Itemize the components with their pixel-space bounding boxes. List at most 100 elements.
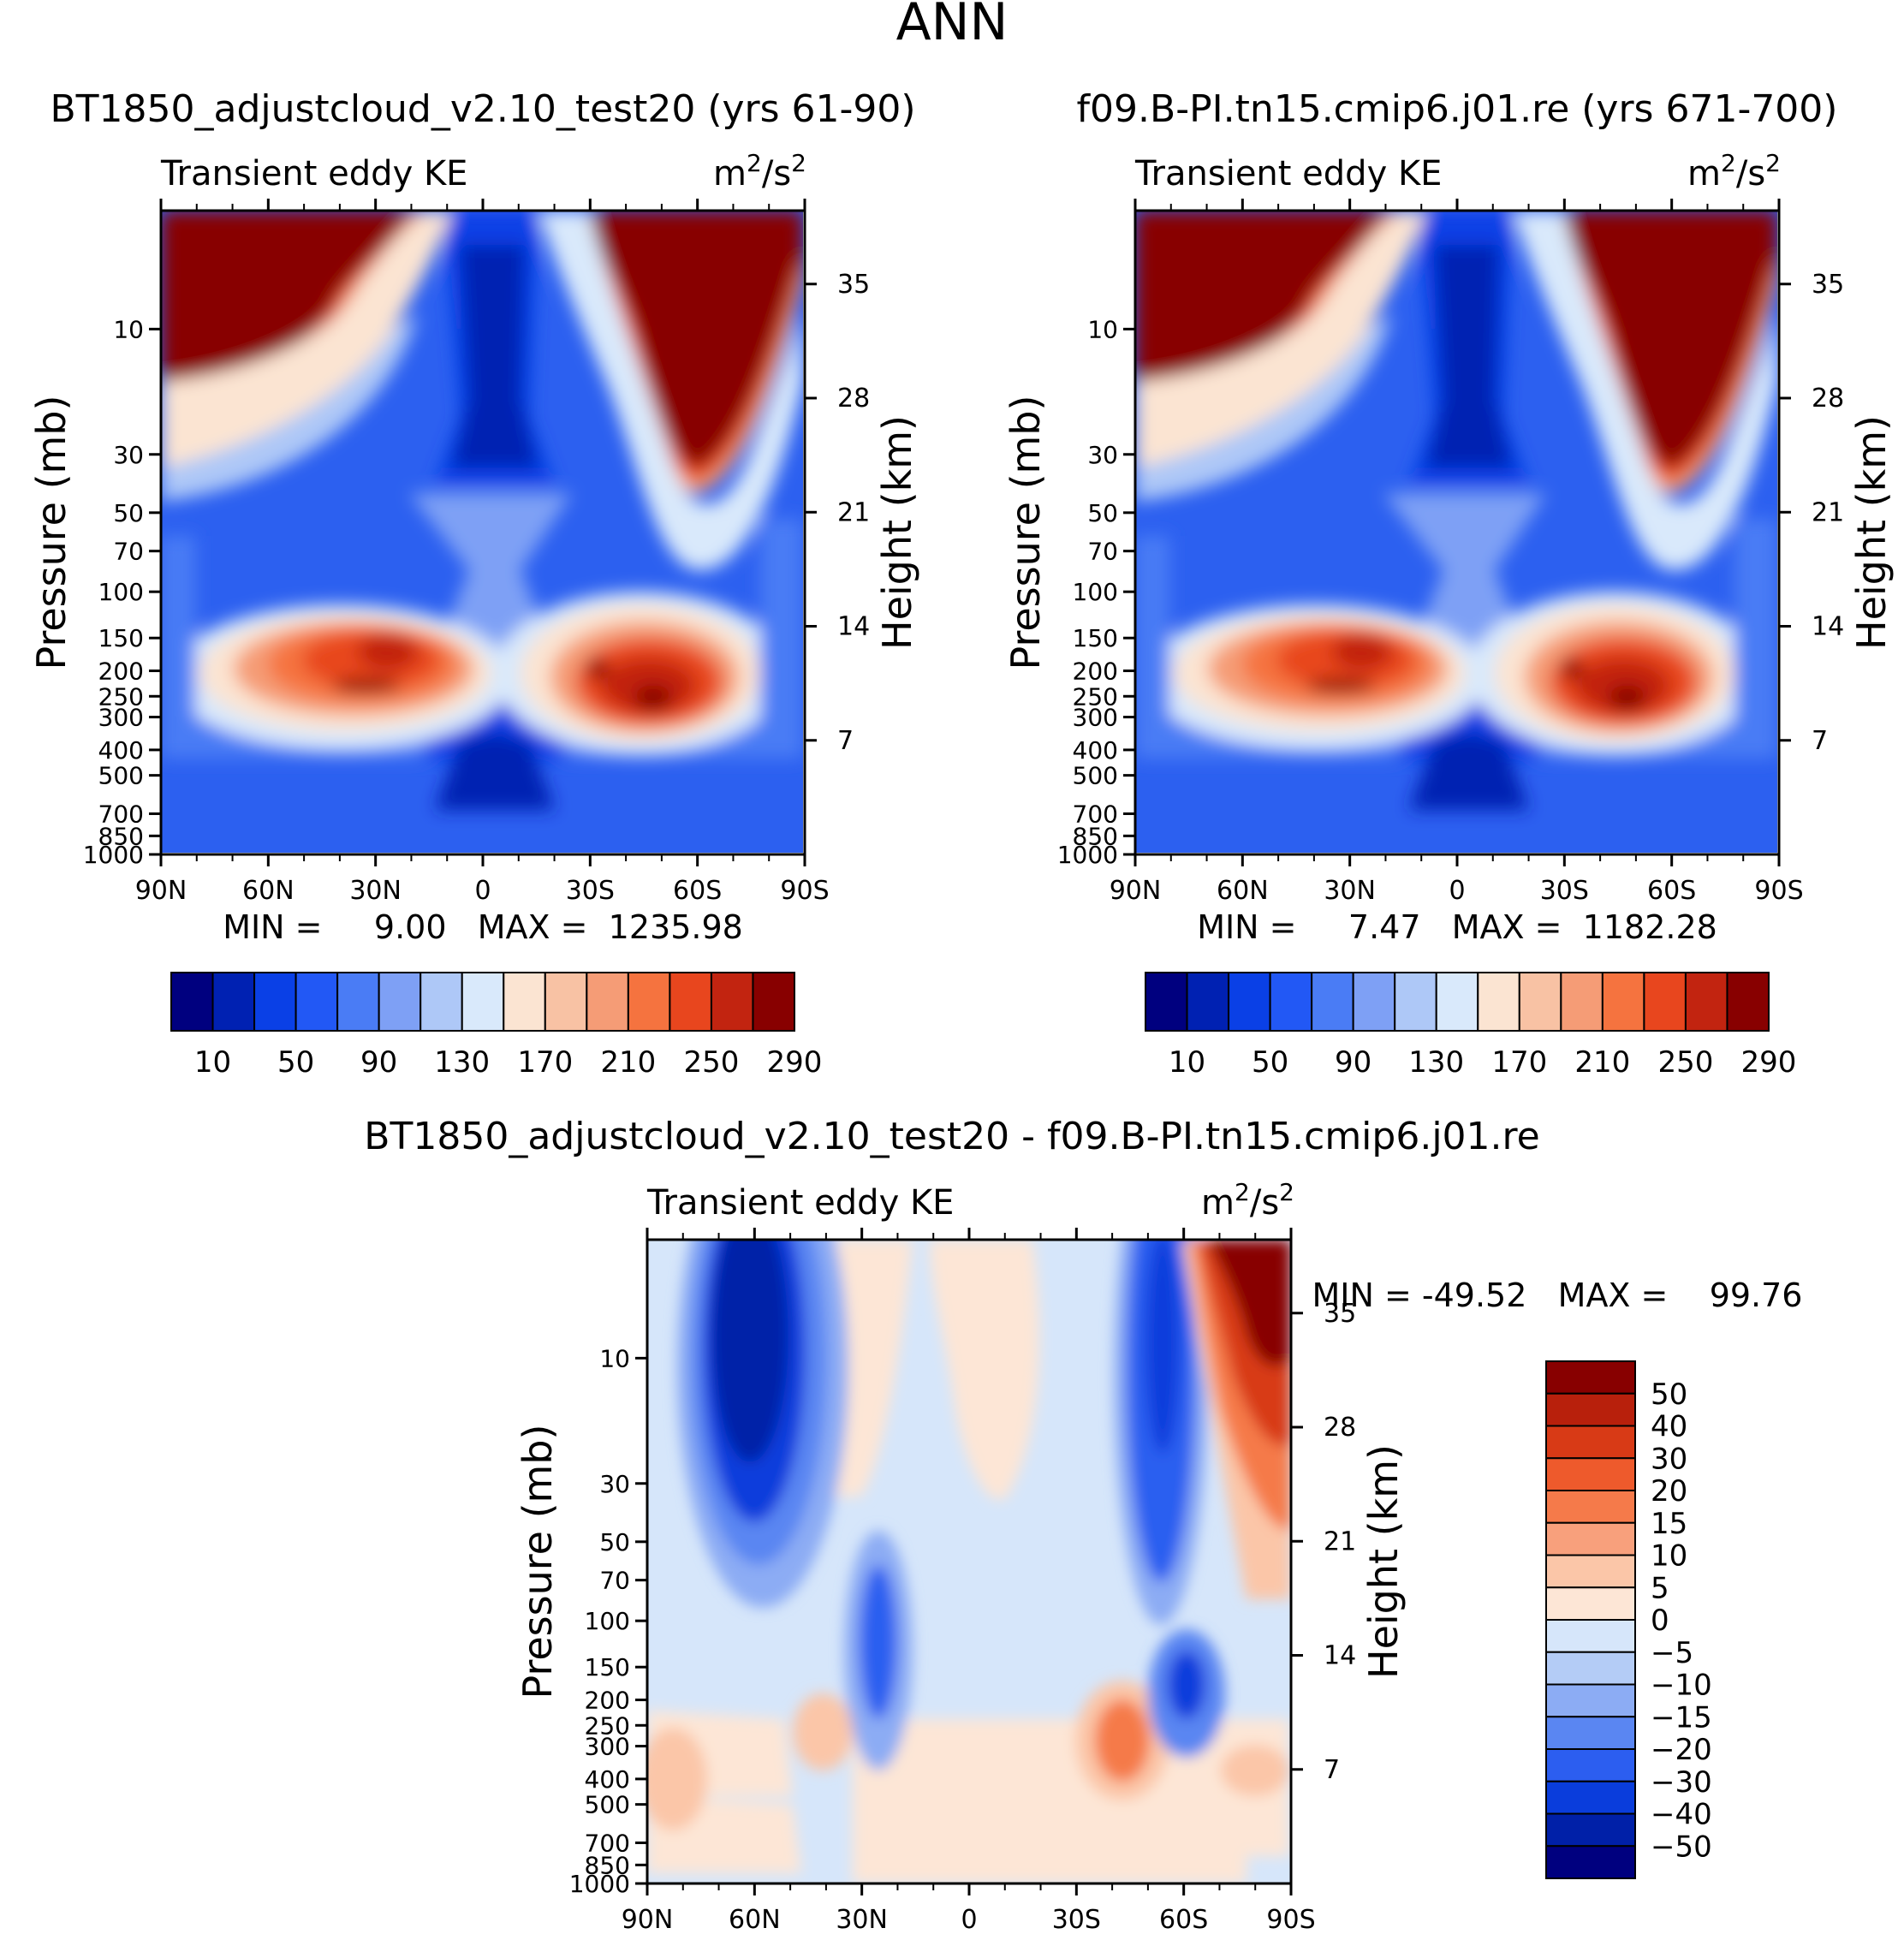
x-tick-label: 60S — [1159, 1905, 1208, 1935]
colorbar-swatch — [1394, 972, 1437, 1032]
x-tick-label: 30S — [1540, 876, 1589, 906]
x-tick-label: 90N — [135, 876, 187, 906]
colorbar-swatch — [1545, 1812, 1636, 1848]
y2-tick-label: 7 — [1324, 1755, 1340, 1785]
colorbar-swatch — [544, 972, 588, 1032]
y-tick-label: 250 — [585, 1711, 630, 1740]
colorbar-label: 10 — [1169, 1045, 1205, 1080]
colorbar-swatch — [1228, 972, 1271, 1032]
colorbar-swatch — [253, 972, 297, 1032]
colorbar-swatch — [1545, 1490, 1636, 1524]
colorbar-swatch — [1545, 1586, 1636, 1621]
colorbar-swatch — [211, 972, 256, 1032]
colorbar-label: −20 — [1651, 1733, 1712, 1767]
y-tick-label: 150 — [1073, 624, 1118, 652]
panel-right-model: f09.B-PI.tn15.cmip6.j01.re (yrs 671-700)… — [1003, 87, 1895, 1080]
panel-title: BT1850_adjustcloud_v2.10_test20 (yrs 61-… — [50, 87, 915, 131]
colorbar-label: 15 — [1651, 1507, 1687, 1541]
colorbar-label: −30 — [1651, 1765, 1712, 1800]
colorbar-label: 210 — [1574, 1045, 1630, 1080]
colorbar-swatch — [1311, 972, 1354, 1032]
y-tick-label: 200 — [585, 1687, 630, 1715]
figure-title: ANN — [896, 0, 1009, 52]
x-tick-label: 30N — [1324, 876, 1376, 906]
y-tick-label: 700 — [98, 800, 144, 828]
x-tick-label: 0 — [961, 1905, 977, 1935]
y-tick-label: 150 — [98, 624, 144, 652]
colorbar-swatch — [1545, 1457, 1636, 1491]
y2-tick-label: 35 — [1812, 270, 1844, 300]
y2-tick-label: 21 — [837, 497, 870, 527]
colorbar-label: 90 — [360, 1045, 397, 1080]
colorbar-swatch — [1560, 972, 1604, 1032]
y2-tick-label: 35 — [1324, 1299, 1356, 1329]
y2-tick-label: 28 — [837, 384, 870, 414]
y-tick-label: 700 — [1073, 800, 1118, 828]
colorbar-label: 170 — [517, 1045, 573, 1080]
y-tick-label: 30 — [113, 441, 144, 469]
colorbar-swatch — [295, 972, 339, 1032]
y-tick-label: 300 — [585, 1733, 630, 1761]
colorbar-label: −5 — [1651, 1636, 1693, 1670]
colorbar-swatch — [170, 972, 214, 1032]
colorbar-swatch — [378, 972, 422, 1032]
colorbar-label: 50 — [1651, 1378, 1687, 1412]
y2-tick-label: 7 — [837, 726, 854, 756]
x-tick-label: 60N — [242, 876, 295, 906]
x-tick-label: 30N — [349, 876, 402, 906]
y-tick-label: 500 — [585, 1791, 630, 1819]
colorbar-label: 5 — [1651, 1571, 1669, 1605]
y2-axis-label: Height (km) — [1848, 415, 1895, 650]
contour-field — [161, 211, 803, 853]
y-tick-label: 300 — [98, 704, 144, 732]
colorbar-swatch — [1186, 972, 1230, 1032]
y2-tick-label: 14 — [1812, 612, 1844, 642]
colorbar-swatch — [1545, 1619, 1636, 1653]
y-tick-label: 250 — [1073, 682, 1118, 711]
x-tick-label: 90S — [1754, 876, 1803, 906]
colorbar-swatch — [1545, 1716, 1636, 1750]
y-axis-label: Pressure (mb) — [28, 396, 74, 670]
y-tick-label: 10 — [599, 1344, 630, 1372]
colorbar-swatch — [1684, 972, 1728, 1032]
y-axis-label: Pressure (mb) — [1003, 396, 1049, 670]
colorbar-label: 130 — [434, 1045, 490, 1080]
y-tick-label: 10 — [1087, 315, 1118, 343]
colorbar-label: 170 — [1491, 1045, 1547, 1080]
colorbar-label: 290 — [1741, 1045, 1797, 1080]
colorbar-swatch — [1352, 972, 1396, 1032]
colorbar-label: 210 — [600, 1045, 656, 1080]
colorbar-label: 20 — [1651, 1474, 1687, 1509]
x-tick-label: 30S — [1052, 1905, 1101, 1935]
colorbar-swatch — [1545, 1521, 1636, 1556]
min-max-stats: MIN = 7.47 MAX = 1182.28 — [1197, 908, 1717, 946]
colorbar-swatch — [1518, 972, 1562, 1032]
colorbar-swatch — [336, 972, 380, 1032]
colorbar-swatch — [1269, 972, 1313, 1032]
y-tick-label: 50 — [1087, 499, 1118, 527]
panel-left-model: BT1850_adjustcloud_v2.10_test20 (yrs 61-… — [28, 87, 920, 1080]
colorbar-swatch — [1545, 1780, 1636, 1815]
colorbar-swatch — [1643, 972, 1687, 1032]
colorbar-label: 0 — [1651, 1604, 1669, 1638]
colorbar-label: 250 — [683, 1045, 739, 1080]
colorbar-swatch — [1477, 972, 1520, 1032]
y-tick-label: 250 — [98, 682, 144, 711]
panel-subtitle: Transient eddy KE — [646, 1183, 954, 1223]
colorbar-label: 30 — [1651, 1442, 1687, 1476]
y-tick-label: 400 — [98, 736, 144, 765]
panel-title: f09.B-PI.tn15.cmip6.j01.re (yrs 671-700) — [1077, 87, 1838, 131]
x-tick-label: 90N — [1110, 876, 1162, 906]
colorbar-swatch — [461, 972, 505, 1032]
colorbar-swatch — [669, 972, 712, 1032]
colorbar-swatch — [1545, 1392, 1636, 1427]
y-tick-label: 850 — [1073, 822, 1118, 850]
colorbar-label: 90 — [1335, 1045, 1371, 1080]
y2-tick-label: 28 — [1324, 1413, 1356, 1443]
min-max-stats: MIN = -49.52 MAX = 99.76 — [1312, 1276, 1803, 1314]
y-tick-label: 100 — [1073, 578, 1118, 606]
y-tick-label: 300 — [1073, 704, 1118, 732]
y-tick-label: 200 — [1073, 658, 1118, 686]
y-axis-label: Pressure (mb) — [515, 1425, 561, 1699]
colorbar-label: 250 — [1657, 1045, 1713, 1080]
